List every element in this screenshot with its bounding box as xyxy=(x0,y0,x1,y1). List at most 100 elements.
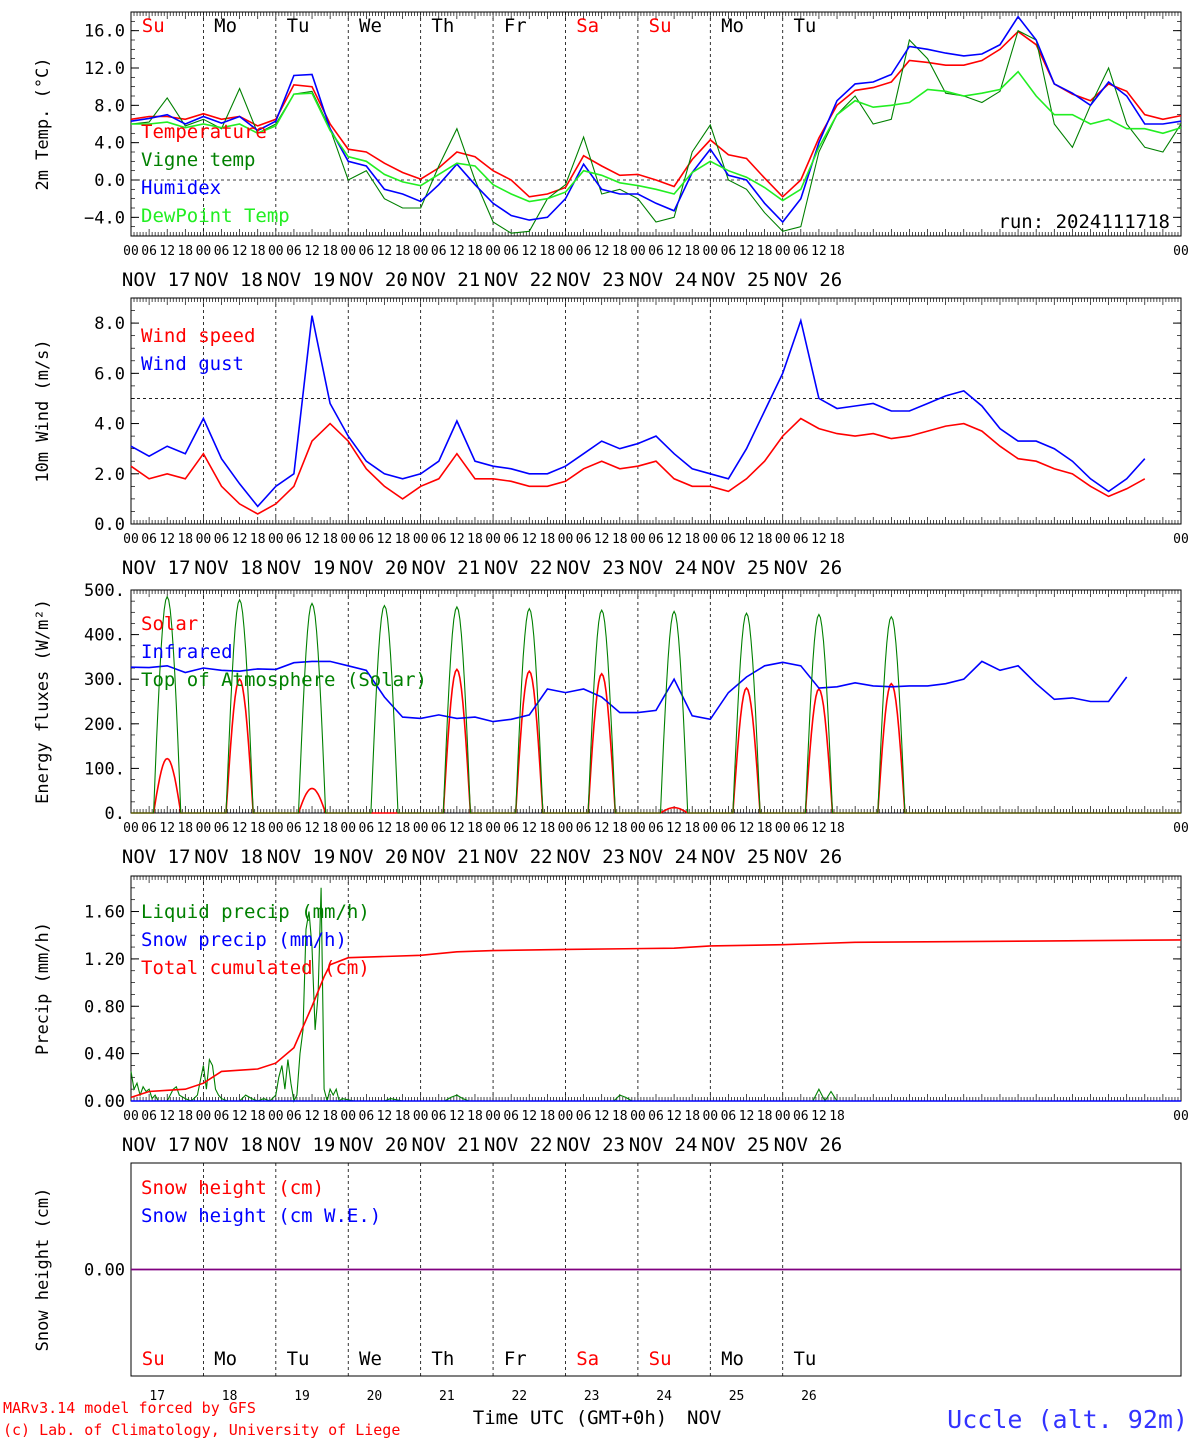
day-number-label: 22 xyxy=(511,1389,527,1404)
series-line-3-2 xyxy=(130,660,1128,723)
hour-tick-label: 12 xyxy=(159,1109,175,1124)
hour-tick-label: 12 xyxy=(377,1109,393,1124)
hour-tick-label: 18 xyxy=(540,532,556,547)
hour-tick-label: 12 xyxy=(521,821,537,836)
hour-tick-label: 18 xyxy=(322,1109,338,1124)
hour-tick-label: 00 xyxy=(268,1109,284,1124)
series-line-1-4 xyxy=(131,70,1182,203)
hour-tick-label: 06 xyxy=(648,532,664,547)
weekday-label: Su xyxy=(142,1348,165,1370)
station-label: Uccle (alt. 92m) xyxy=(947,1405,1188,1434)
panel-frame xyxy=(130,589,1182,814)
y-tick-label: 0.00 xyxy=(84,1261,125,1281)
weekday-label: Tu xyxy=(793,1348,816,1370)
y-tick-label: 400. xyxy=(84,626,125,646)
hour-tick-label: 18 xyxy=(467,821,483,836)
legend-entry: Wind gust xyxy=(141,353,244,375)
date-label: NOV 25 xyxy=(701,1134,770,1156)
hour-tick-label: 06 xyxy=(359,244,375,259)
date-label: NOV 24 xyxy=(629,846,698,868)
weekday-label: Mo xyxy=(214,15,237,37)
weekday-label: Fr xyxy=(504,15,527,37)
hour-tick-label: 12 xyxy=(232,1109,248,1124)
hour-tick-label: 06 xyxy=(214,244,230,259)
day-number-label: 24 xyxy=(656,1389,672,1404)
date-label: NOV 25 xyxy=(701,846,770,868)
hour-tick-label: 06 xyxy=(793,1109,809,1124)
y-axis-label: Snow height (cm) xyxy=(33,1188,53,1352)
hour-tick-label: 06 xyxy=(286,821,302,836)
panel-1: −4.0 0.0 4.0 8.0 12.0 16.0 2m Temp. (°C) Temper… xyxy=(33,11,1189,291)
hour-tick-label: 06 xyxy=(214,532,230,547)
hour-tick-label: 18 xyxy=(250,532,266,547)
hour-tick-label: 06 xyxy=(286,244,302,259)
hour-tick-label: 18 xyxy=(757,821,773,836)
legend-entry: Vigne temp xyxy=(141,149,255,171)
hour-tick-label: 18 xyxy=(612,244,628,259)
hour-tick-label: 18 xyxy=(177,821,193,836)
hour-tick-label: 18 xyxy=(395,821,411,836)
hour-tick-label: 18 xyxy=(250,821,266,836)
hour-tick-label: 06 xyxy=(286,1109,302,1124)
date-label: NOV 20 xyxy=(339,846,408,868)
hour-tick-label: 06 xyxy=(359,532,375,547)
hour-tick-label: 00 xyxy=(630,1109,646,1124)
legend-entry: Wind speed xyxy=(141,325,255,347)
y-tick-label: 200. xyxy=(84,715,125,735)
series-line-3-3 xyxy=(131,595,1181,814)
hour-tick-label: 00 xyxy=(702,1109,718,1124)
legend-entry: Infrared xyxy=(141,641,233,663)
date-label: NOV 17 xyxy=(122,557,191,579)
hour-tick-label: 06 xyxy=(286,532,302,547)
hour-tick-label: 06 xyxy=(431,1109,447,1124)
hour-tick-label: 06 xyxy=(576,821,592,836)
hour-tick-label: 06 xyxy=(503,821,519,836)
y-axis-label: 2m Temp. (°C) xyxy=(33,57,53,190)
hour-tick-label: 06 xyxy=(576,1109,592,1124)
hour-tick-label: 12 xyxy=(521,244,537,259)
hour-tick-label: 12 xyxy=(232,244,248,259)
series-line-2-1 xyxy=(130,417,1146,515)
weekday-label: Sa xyxy=(576,1348,599,1370)
hour-tick-label: 18 xyxy=(829,244,845,259)
date-label: NOV 25 xyxy=(701,269,770,291)
hour-tick-label: 06 xyxy=(576,244,592,259)
hour-tick-label: 18 xyxy=(612,532,628,547)
hour-tick-label: 06 xyxy=(431,532,447,547)
y-tick-label: 0.0 xyxy=(94,515,125,535)
legend-entry: DewPoint Temp xyxy=(141,205,290,227)
series-line-4-1 xyxy=(130,887,1181,1103)
hour-tick-label: 18 xyxy=(322,244,338,259)
weekday-label: Tu xyxy=(793,15,816,37)
legend-entry: Temperature xyxy=(141,121,267,143)
hour-tick-label: 00 xyxy=(1173,244,1189,259)
date-label: NOV 26 xyxy=(774,846,843,868)
hour-tick-label: 06 xyxy=(721,244,737,259)
hour-tick-label: 00 xyxy=(196,244,212,259)
hour-tick-label: 00 xyxy=(485,1109,501,1124)
credit-line: (c) Lab. of Climatology, University of L… xyxy=(3,1421,400,1439)
hour-tick-label: 00 xyxy=(196,1109,212,1124)
hour-tick-label: 00 xyxy=(413,244,429,259)
y-tick-label: 4.0 xyxy=(94,415,125,435)
hour-tick-label: 12 xyxy=(304,821,320,836)
hour-tick-label: 00 xyxy=(1173,532,1189,547)
date-label: NOV 26 xyxy=(774,269,843,291)
hour-tick-label: 12 xyxy=(811,1109,827,1124)
x-axis-label: Time UTC (GMT+0h) xyxy=(473,1407,667,1429)
hour-tick-label: 12 xyxy=(739,1109,755,1124)
weekday-label: Th xyxy=(431,15,454,37)
hour-tick-label: 12 xyxy=(666,821,682,836)
day-number-label: 18 xyxy=(222,1389,238,1404)
hour-tick-label: 12 xyxy=(159,244,175,259)
hour-tick-label: 18 xyxy=(467,1109,483,1124)
hour-tick-label: 06 xyxy=(141,244,157,259)
hour-tick-label: 06 xyxy=(359,1109,375,1124)
hour-tick-label: 18 xyxy=(829,532,845,547)
weekday-label: Mo xyxy=(721,15,744,37)
legend-entry: Snow precip (mm/h) xyxy=(141,929,347,951)
panel-3: 0. 100. 200. 300. 400. 500. Energy fluxes (W/m… xyxy=(33,581,1189,868)
hour-tick-label: 00 xyxy=(1173,1109,1189,1124)
hour-tick-label: 00 xyxy=(413,821,429,836)
